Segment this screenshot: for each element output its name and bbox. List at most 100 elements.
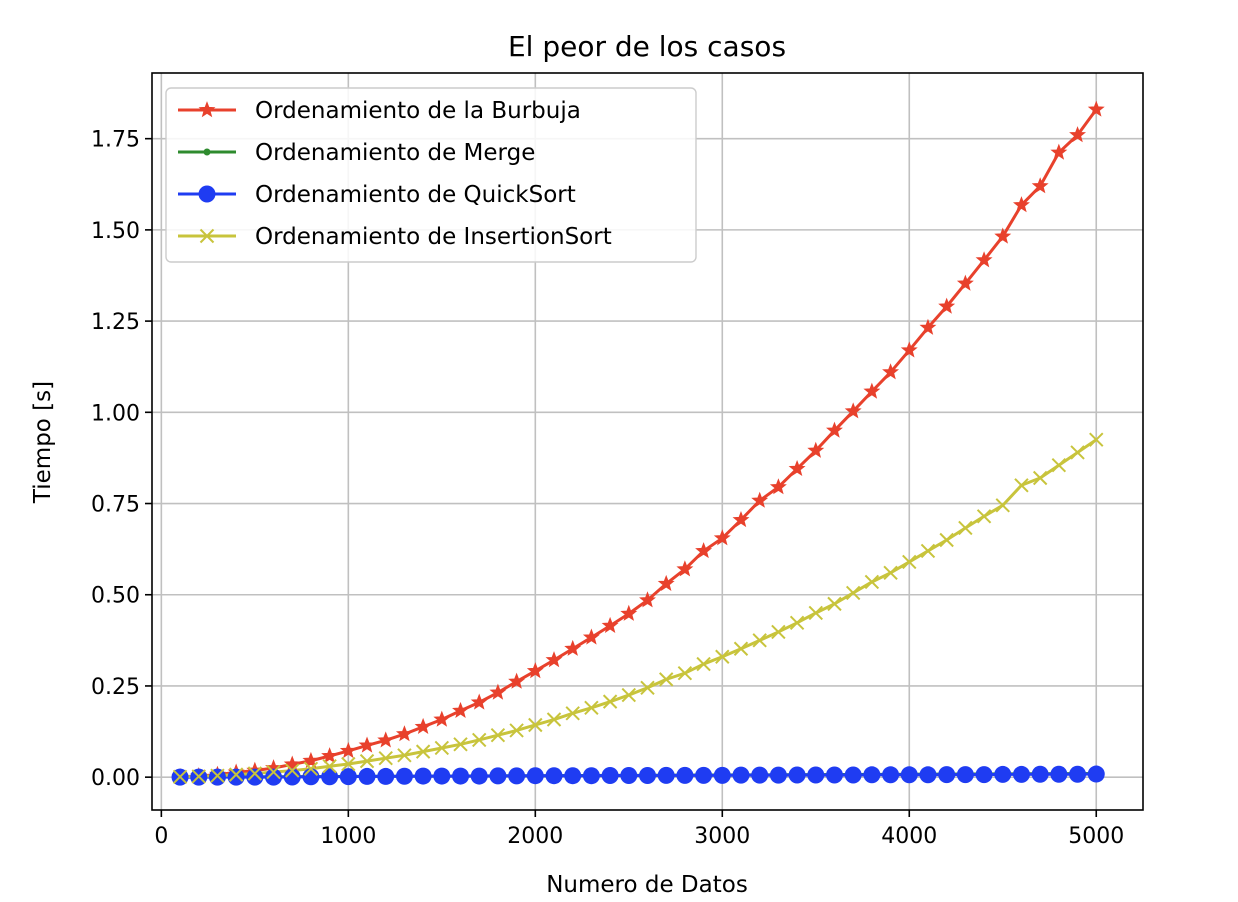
- data-point: [919, 766, 937, 784]
- data-point: [508, 767, 526, 785]
- x-marker-stroke: [602, 694, 618, 709]
- x-marker-stroke: [472, 732, 487, 748]
- data-point: [695, 766, 713, 784]
- data-point: [208, 768, 226, 786]
- x-marker-stroke: [658, 672, 674, 687]
- x-marker-stroke: [771, 624, 786, 640]
- data-point: [526, 662, 544, 679]
- y-tick-label: 1.75: [91, 128, 140, 153]
- data-point: [657, 766, 675, 784]
- x-marker-stroke: [995, 498, 1010, 513]
- legend-entry: Ordenamiento de la Burbuja: [178, 98, 581, 124]
- x-marker-stroke: [1032, 470, 1048, 486]
- x-tick-label: 0: [154, 824, 168, 849]
- data-point: [938, 766, 956, 784]
- data-point: [807, 441, 825, 458]
- plot-frame: [151, 72, 1144, 811]
- data-point: [882, 766, 900, 784]
- data-point: [658, 672, 674, 687]
- data-point: [769, 478, 787, 495]
- data-point: [902, 554, 917, 570]
- data-point: [825, 766, 843, 784]
- y-axis-ticks: 0.00 0.25 0.50 0.75 1.00 1.25 1.50 1.75: [91, 128, 152, 791]
- data-point: [433, 767, 451, 785]
- data-point: [433, 710, 451, 727]
- x-marker-stroke: [490, 727, 506, 743]
- data-point: [1087, 100, 1105, 117]
- data-point: [1031, 177, 1049, 194]
- data-point: [546, 712, 562, 727]
- data-point: [564, 767, 582, 785]
- series-markers: [171, 100, 1105, 786]
- x-marker-stroke: [920, 543, 936, 559]
- data-point: [247, 766, 263, 781]
- data-point: [452, 767, 470, 785]
- data-point: [191, 769, 206, 784]
- data-point: [732, 511, 750, 528]
- x-marker-stroke: [565, 706, 580, 721]
- x-marker-stroke: [434, 740, 450, 756]
- data-point: [564, 639, 582, 656]
- x-marker-stroke: [453, 737, 468, 752]
- x-marker-stroke: [677, 665, 693, 681]
- data-point: [489, 767, 507, 785]
- data-point: [1069, 126, 1087, 143]
- legend-label: Ordenamiento de Merge: [255, 140, 535, 166]
- data-point: [283, 755, 301, 772]
- y-tick-label: 1.50: [91, 219, 140, 244]
- data-point: [788, 459, 806, 477]
- y-tick-label: 0.25: [91, 675, 140, 700]
- y-tick-label: 1.00: [91, 401, 140, 426]
- data-point: [1050, 765, 1068, 783]
- x-marker-stroke: [789, 615, 805, 631]
- x-marker-stroke: [359, 753, 375, 769]
- data-point: [321, 747, 339, 764]
- x-marker-stroke: [199, 228, 215, 244]
- data-point: [1069, 765, 1087, 783]
- y-tick-label: 0.00: [91, 766, 140, 791]
- x-marker-stroke: [247, 766, 263, 781]
- x-marker-stroke: [509, 723, 524, 738]
- x-marker-stroke: [415, 744, 431, 759]
- data-point: [789, 615, 805, 631]
- data-point: [919, 318, 937, 335]
- data-point: [695, 542, 713, 559]
- data-point: [864, 574, 880, 590]
- data-point: [227, 768, 245, 786]
- x-marker-stroke: [827, 596, 842, 612]
- data-point: [639, 767, 656, 785]
- data-point: [958, 520, 973, 536]
- data-point: [920, 543, 936, 559]
- data-point: [938, 297, 956, 314]
- x-marker-stroke: [733, 641, 749, 656]
- x-marker-stroke: [939, 532, 954, 548]
- x-marker-stroke: [584, 700, 599, 716]
- data-point: [378, 750, 393, 766]
- data-point: [975, 251, 993, 268]
- data-point: [1051, 458, 1067, 473]
- data-point: [676, 560, 694, 577]
- data-point: [470, 693, 488, 710]
- y-tick-label: 1.25: [91, 310, 140, 335]
- data-point: [882, 363, 900, 380]
- data-point: [584, 700, 599, 716]
- data-point: [900, 341, 918, 358]
- data-point: [863, 766, 881, 784]
- data-point: [246, 768, 264, 786]
- y-tick-label: 0.50: [91, 584, 140, 609]
- x-marker-stroke: [640, 680, 655, 695]
- legend-entry: Ordenamiento de QuickSort: [178, 182, 576, 208]
- legend-box: [165, 87, 697, 263]
- data-point: [1070, 445, 1085, 460]
- data-point: [1032, 470, 1048, 486]
- x-marker-stroke: [845, 585, 861, 601]
- data-point: [939, 532, 954, 548]
- data-point: [1031, 765, 1049, 783]
- data-point: [677, 665, 693, 681]
- x-marker-stroke: [266, 764, 281, 780]
- data-point: [377, 731, 395, 748]
- data-point: [995, 498, 1010, 513]
- x-tick-label: 3000: [694, 824, 750, 849]
- data-point: [696, 656, 711, 672]
- series-points-x: [172, 432, 1104, 785]
